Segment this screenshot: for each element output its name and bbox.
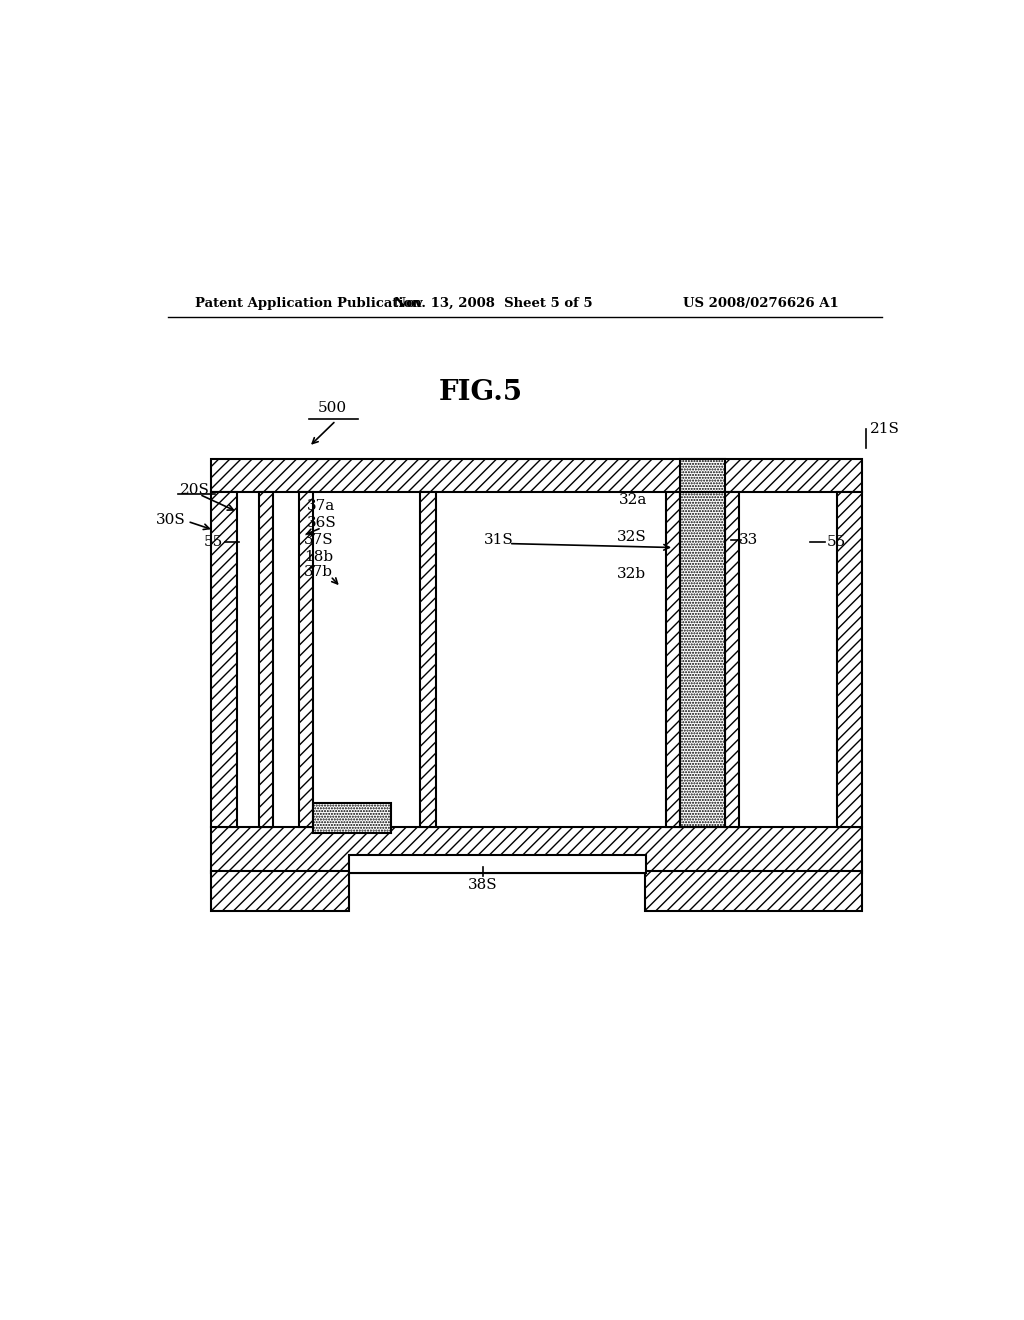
Bar	[299, 492, 313, 826]
Text: 20S: 20S	[179, 483, 210, 498]
Bar	[666, 492, 680, 826]
Text: Patent Application Publication: Patent Application Publication	[196, 297, 422, 310]
Text: 32b: 32b	[616, 566, 646, 581]
Bar	[645, 871, 862, 911]
Bar	[211, 492, 237, 826]
Bar	[680, 492, 725, 826]
Bar	[259, 492, 273, 826]
Text: 38S: 38S	[468, 879, 498, 892]
Text: 37a: 37a	[306, 499, 335, 513]
Bar	[313, 803, 391, 833]
Bar	[680, 458, 725, 492]
Text: 31S: 31S	[483, 533, 513, 546]
Text: 33: 33	[739, 533, 759, 546]
Bar	[837, 492, 862, 826]
Bar	[211, 826, 862, 873]
Text: 32S: 32S	[616, 531, 646, 544]
Bar	[420, 492, 436, 826]
Bar	[211, 871, 348, 911]
Text: 37b: 37b	[304, 565, 333, 579]
Text: 500: 500	[318, 401, 347, 414]
Text: 36S: 36S	[306, 516, 336, 529]
Bar	[725, 492, 739, 826]
Text: 55: 55	[826, 535, 846, 549]
Bar	[211, 458, 862, 492]
Text: 32a: 32a	[618, 492, 647, 507]
Text: FIG.5: FIG.5	[439, 379, 523, 407]
Bar	[348, 855, 646, 873]
Text: Nov. 13, 2008  Sheet 5 of 5: Nov. 13, 2008 Sheet 5 of 5	[394, 297, 592, 310]
Text: US 2008/0276626 A1: US 2008/0276626 A1	[683, 297, 839, 310]
Text: 18b: 18b	[304, 550, 333, 564]
Text: 37S: 37S	[304, 533, 334, 546]
Text: 30S: 30S	[156, 512, 185, 527]
Text: 21S: 21S	[870, 421, 900, 436]
Text: 55: 55	[204, 535, 223, 549]
